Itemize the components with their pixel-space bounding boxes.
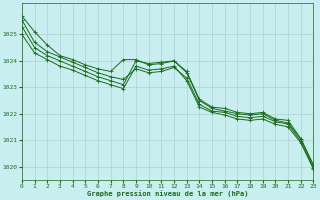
X-axis label: Graphe pression niveau de la mer (hPa): Graphe pression niveau de la mer (hPa) — [87, 190, 248, 197]
